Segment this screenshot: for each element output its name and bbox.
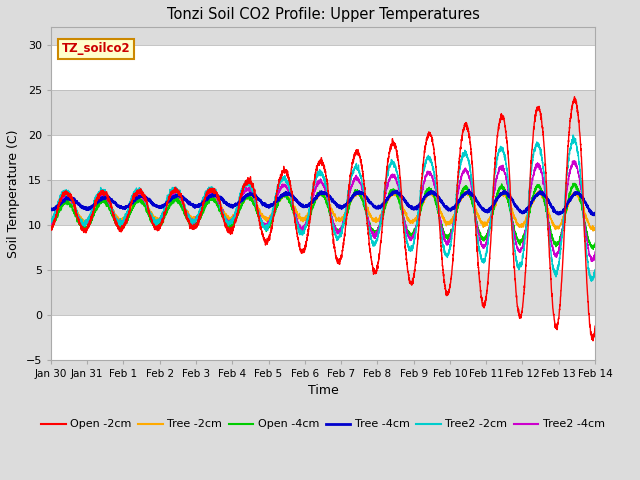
Tree -4cm xyxy=(476,202,484,208)
Tree2 -4cm xyxy=(47,220,55,226)
Tree2 -2cm xyxy=(303,221,310,227)
Tree -4cm xyxy=(145,197,152,203)
Tree2 -4cm xyxy=(588,258,595,264)
Tree2 -4cm xyxy=(591,252,598,258)
Tree -2cm xyxy=(476,215,484,221)
Legend: Open -2cm, Tree -2cm, Open -4cm, Tree -4cm, Tree2 -2cm, Tree2 -4cm: Open -2cm, Tree -2cm, Open -4cm, Tree -4… xyxy=(37,415,609,434)
Open -2cm xyxy=(303,238,310,244)
Tree -2cm xyxy=(589,228,597,234)
Bar xyxy=(51,225,595,270)
Open -2cm xyxy=(591,329,598,335)
Tree2 -2cm xyxy=(591,267,599,273)
Title: Tonzi Soil CO2 Profile: Upper Temperatures: Tonzi Soil CO2 Profile: Upper Temperatur… xyxy=(166,7,479,22)
Tree -4cm xyxy=(590,213,598,218)
Bar xyxy=(51,45,595,90)
Tree -4cm xyxy=(591,211,599,217)
Open -4cm xyxy=(476,232,483,238)
Text: TZ_soilco2: TZ_soilco2 xyxy=(62,42,131,55)
Open -4cm xyxy=(591,240,599,246)
Line: Open -2cm: Open -2cm xyxy=(51,97,595,341)
Tree -4cm xyxy=(415,202,422,208)
Tree2 -2cm xyxy=(476,249,483,255)
Tree2 -4cm xyxy=(415,209,422,215)
Tree2 -2cm xyxy=(415,209,422,215)
Tree -2cm xyxy=(428,188,435,193)
Tree -4cm xyxy=(445,206,452,212)
Tree -2cm xyxy=(445,220,452,226)
Open -4cm xyxy=(145,213,152,219)
Open -4cm xyxy=(591,243,598,249)
Open -2cm xyxy=(445,290,452,296)
Open -4cm xyxy=(571,180,579,186)
Tree -2cm xyxy=(415,211,422,216)
Tree -2cm xyxy=(591,227,599,232)
Line: Tree2 -4cm: Tree2 -4cm xyxy=(51,161,595,261)
Tree -2cm xyxy=(303,215,310,220)
Bar xyxy=(51,315,595,360)
Tree2 -4cm xyxy=(303,217,310,223)
Bar xyxy=(51,135,595,180)
Tree2 -2cm xyxy=(588,278,595,284)
Tree2 -2cm xyxy=(569,132,577,138)
Open -2cm xyxy=(591,324,599,329)
Tree -4cm xyxy=(47,207,55,213)
Tree -2cm xyxy=(145,205,152,211)
Open -4cm xyxy=(589,246,597,252)
Tree -2cm xyxy=(591,226,598,232)
Tree -4cm xyxy=(465,187,473,192)
Open -4cm xyxy=(303,223,310,228)
Tree2 -2cm xyxy=(47,220,55,226)
Open -4cm xyxy=(445,233,452,239)
Tree2 -2cm xyxy=(591,271,598,276)
Open -4cm xyxy=(47,226,55,231)
Tree2 -2cm xyxy=(145,208,152,214)
Tree -2cm xyxy=(47,219,55,225)
Tree2 -4cm xyxy=(570,158,577,164)
Open -2cm xyxy=(571,94,579,100)
Open -2cm xyxy=(589,338,597,344)
Line: Tree -4cm: Tree -4cm xyxy=(51,190,595,216)
Open -2cm xyxy=(47,224,55,230)
Open -2cm xyxy=(145,208,152,214)
Open -2cm xyxy=(415,225,422,231)
Tree2 -4cm xyxy=(591,249,599,255)
X-axis label: Time: Time xyxy=(308,384,339,397)
Line: Tree -2cm: Tree -2cm xyxy=(51,191,595,231)
Tree -4cm xyxy=(303,203,310,209)
Tree2 -4cm xyxy=(476,237,483,242)
Tree2 -4cm xyxy=(145,208,152,214)
Open -4cm xyxy=(415,216,422,222)
Line: Open -4cm: Open -4cm xyxy=(51,183,595,249)
Y-axis label: Soil Temperature (C): Soil Temperature (C) xyxy=(7,129,20,258)
Line: Tree2 -2cm: Tree2 -2cm xyxy=(51,135,595,281)
Open -2cm xyxy=(476,279,483,285)
Tree -4cm xyxy=(591,212,598,217)
Tree2 -4cm xyxy=(445,239,452,245)
Tree2 -2cm xyxy=(445,247,452,253)
